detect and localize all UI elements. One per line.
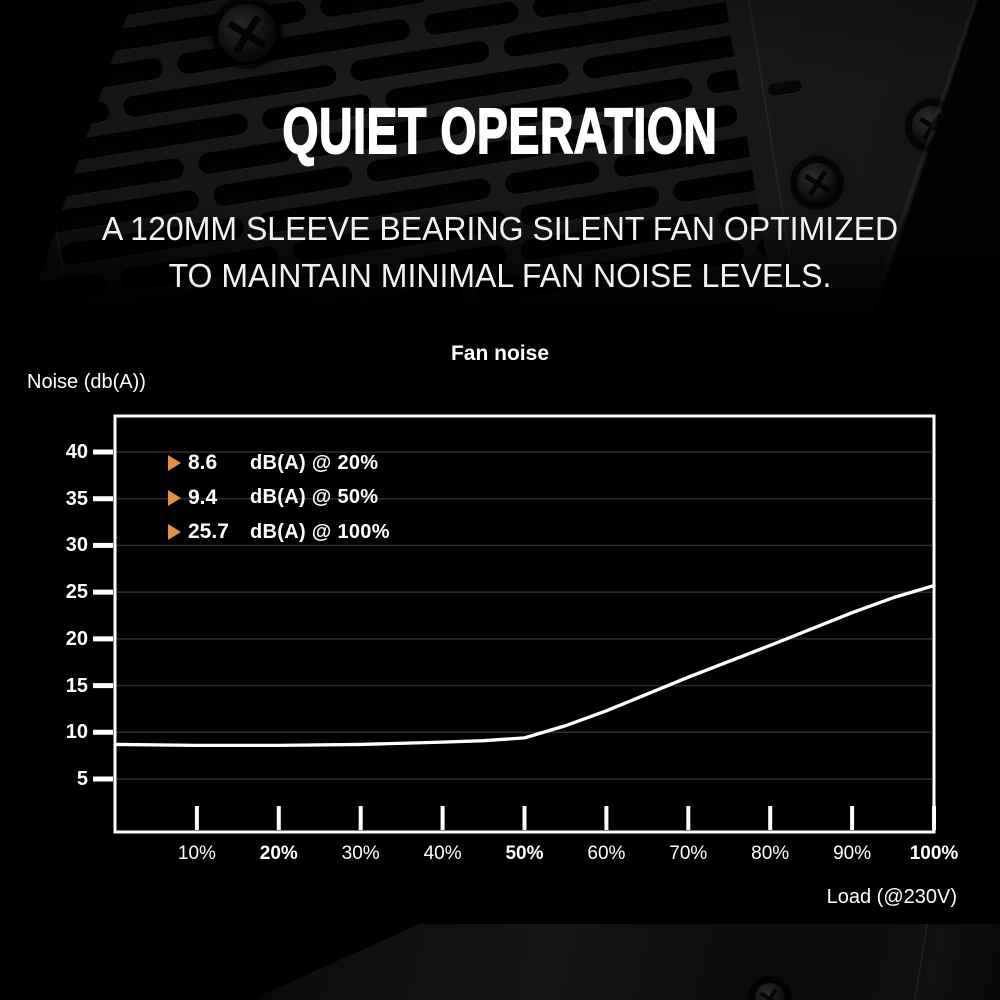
legend-value: 8.6 <box>188 451 218 474</box>
page-title: QUIET OPERATION <box>282 94 718 168</box>
case-seam <box>913 924 929 1000</box>
x-tick-label: 50% <box>505 843 544 864</box>
legend-value: 25.7 <box>188 520 229 543</box>
x-tick-label: 100% <box>909 843 959 864</box>
bottom-product-photo <box>250 924 1000 1000</box>
x-tick-label: 10% <box>177 843 216 864</box>
x-tick-label: 80% <box>751 843 790 864</box>
arrow-right-icon <box>168 489 181 506</box>
x-tick-label: 70% <box>669 843 708 864</box>
subtitle: A 120MM SLEEVE BEARING SILENT FAN OPTIMI… <box>15 206 985 300</box>
subtitle-line-2: TO MAINTAIN MINIMAL FAN NOISE LEVELS. <box>168 256 832 294</box>
y-axis-title: Noise (db(A)) <box>27 371 146 393</box>
legend-label: dB(A) @ 20% <box>250 451 379 474</box>
screw-icon <box>755 983 785 1000</box>
legend-row: 9.4 dB(A) @ 50% <box>168 484 390 512</box>
arrow-right-icon <box>168 524 181 540</box>
x-tick-label: 40% <box>423 843 462 864</box>
x-tick-label: 30% <box>341 843 380 864</box>
arrow-right-icon <box>168 455 181 471</box>
y-tick-label: 15 <box>65 674 88 697</box>
x-tick-label: 90% <box>833 843 872 864</box>
noise-curve <box>113 583 936 748</box>
hero-photo <box>0 0 1000 330</box>
y-tick-label: 10 <box>65 721 88 744</box>
legend-row: 8.6 dB(A) @ 20% <box>168 449 390 477</box>
photo-fade <box>0 0 1000 330</box>
chart-legend: 8.6 dB(A) @ 20% 9.4 dB(A) @ 50% 25.7 dB(… <box>168 449 390 553</box>
y-tick-label: 30 <box>65 534 88 557</box>
x-tick-label: 20% <box>259 843 298 864</box>
legend-label: dB(A) @ 100% <box>250 520 390 543</box>
legend-row: 25.7 dB(A) @ 100% <box>168 518 390 546</box>
y-tick-label: 20 <box>65 627 88 650</box>
y-tick-label: 40 <box>65 441 88 463</box>
x-tick-label: 60% <box>587 843 626 864</box>
legend-value: 9.4 <box>188 485 218 509</box>
y-tick-label: 5 <box>76 768 88 790</box>
subtitle-line-1: A 120MM SLEEVE BEARING SILENT FAN OPTIMI… <box>101 210 899 247</box>
y-tick-label: 25 <box>65 581 88 604</box>
chart-title: Fan noise <box>450 342 550 365</box>
y-tick-label: 35 <box>65 487 88 510</box>
legend-label: dB(A) @ 50% <box>250 486 379 508</box>
x-axis-title: Load (@230V) <box>826 886 957 908</box>
